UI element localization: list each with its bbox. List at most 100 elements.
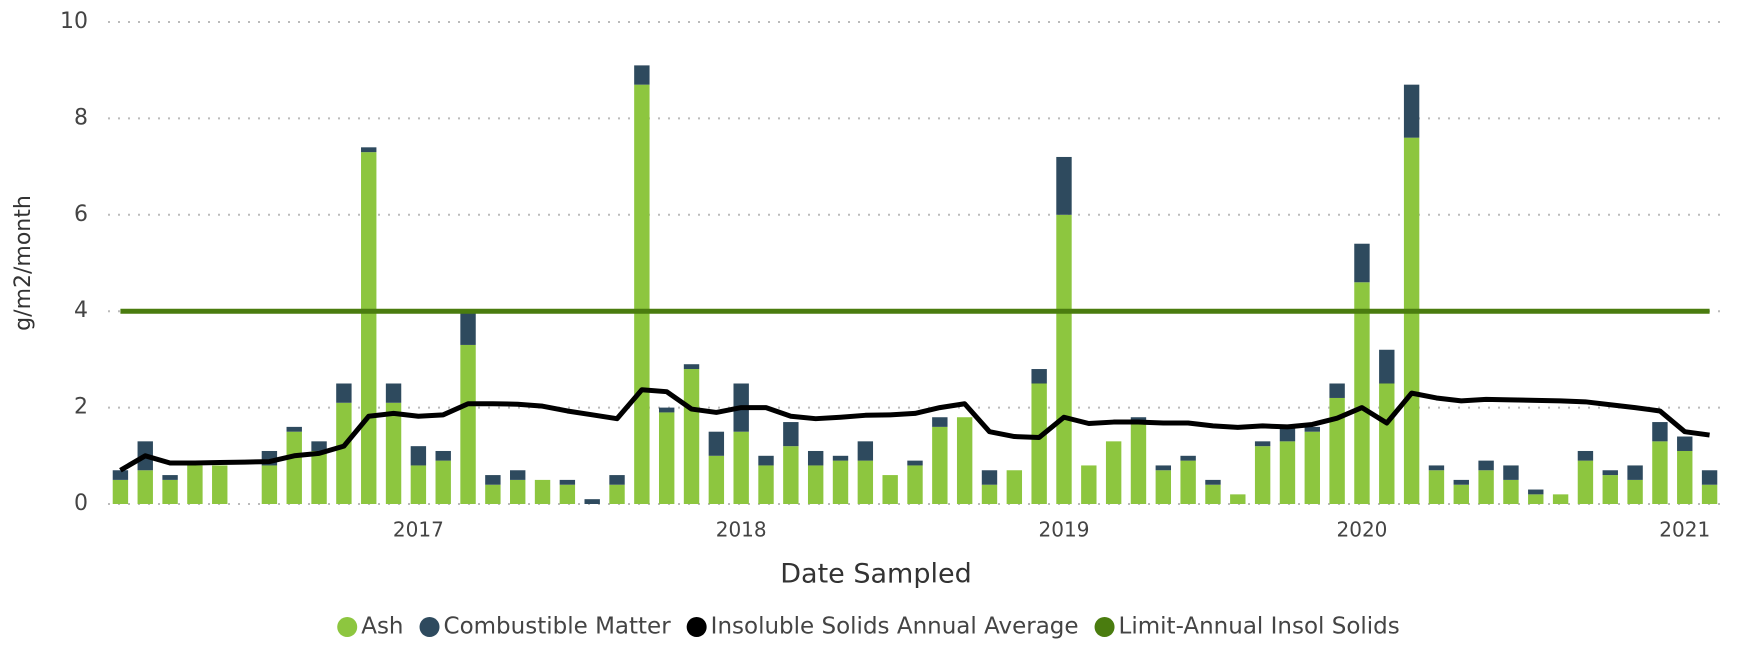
x-axis-label: Date Sampled: [780, 559, 972, 590]
bar: [137, 470, 153, 504]
bar: [1105, 441, 1122, 504]
bar: [1155, 465, 1172, 471]
legend-marker: [419, 617, 440, 637]
bar: [1428, 470, 1445, 504]
bar: [212, 465, 228, 504]
bar: [832, 455, 849, 461]
bar: [286, 431, 302, 504]
legend-marker: [337, 617, 358, 637]
bar: [1428, 465, 1445, 471]
bar: [361, 147, 377, 153]
bar: [1403, 84, 1420, 138]
bar: [1602, 475, 1618, 504]
bar: [460, 311, 476, 345]
bar: [1031, 383, 1047, 504]
bar: [385, 383, 402, 403]
bar: [410, 446, 427, 466]
bar: [559, 479, 576, 485]
bar: [1453, 484, 1469, 504]
bar: [435, 460, 451, 504]
bar: [112, 479, 129, 504]
bar: [187, 465, 203, 504]
bar: [609, 475, 625, 485]
bar: [783, 446, 799, 504]
bar: [1528, 489, 1544, 495]
bar: [1304, 431, 1320, 504]
bar: [559, 484, 576, 504]
x-tick-label: 2020: [1337, 518, 1388, 542]
bar: [1205, 484, 1221, 504]
bar: [907, 460, 923, 466]
bar: [336, 402, 352, 504]
legend-label: Ash: [361, 614, 403, 640]
bar: [1652, 422, 1668, 442]
bar: [609, 484, 625, 504]
bar: [1478, 460, 1494, 471]
bar: [1354, 282, 1370, 504]
bar: [932, 417, 948, 427]
bar: [1677, 436, 1693, 451]
bar: [1528, 494, 1544, 504]
x-tick-label: 2018: [716, 518, 767, 542]
bar: [385, 402, 402, 504]
bar: [485, 484, 501, 504]
bar: [1230, 494, 1246, 504]
bar: [336, 383, 352, 403]
bar: [1503, 479, 1519, 504]
bar: [1304, 426, 1320, 432]
bar: [956, 417, 973, 504]
legend-label: Combustible Matter: [444, 614, 672, 640]
y-tick-label: 2: [74, 395, 88, 420]
bar: [1652, 441, 1668, 504]
bar: [832, 460, 849, 504]
bar: [708, 431, 725, 456]
bar: [857, 460, 874, 504]
bar: [1503, 465, 1519, 480]
bar: [783, 422, 799, 447]
y-tick-label: 0: [74, 491, 88, 516]
bar: [758, 455, 774, 466]
y-tick-label: 8: [74, 105, 88, 130]
bar: [1155, 470, 1172, 504]
bar: [1627, 465, 1643, 480]
bar: [410, 465, 427, 504]
bar: [584, 499, 600, 504]
bar: [1602, 470, 1618, 476]
bar: [1254, 446, 1271, 504]
bar: [658, 407, 675, 413]
bar: [807, 450, 824, 466]
bar: [162, 475, 178, 480]
bar: [758, 465, 774, 504]
bar: [1180, 455, 1196, 461]
bar: [733, 431, 749, 504]
bar: [1056, 214, 1072, 505]
bar: [261, 465, 278, 504]
bar: [1081, 465, 1097, 504]
x-tick-label: 2021: [1659, 518, 1710, 542]
bar: [510, 479, 526, 504]
bar: [981, 470, 998, 485]
bar: [510, 470, 526, 480]
bar: [1205, 479, 1221, 485]
bar: [1279, 426, 1296, 442]
bar: [1552, 494, 1569, 504]
bar: [1403, 137, 1420, 504]
bar: [857, 441, 874, 461]
bar: [932, 426, 948, 504]
bar: [1577, 450, 1594, 461]
x-tick-label: 2019: [1039, 518, 1090, 542]
bar: [1701, 484, 1718, 504]
bar: [1006, 470, 1023, 504]
bar: [162, 479, 178, 504]
bar: [311, 441, 327, 451]
bar: [634, 84, 650, 504]
line: [119, 387, 1710, 473]
bar: [1329, 383, 1345, 398]
bar: [882, 475, 898, 504]
bar: [1279, 441, 1296, 504]
bar: [1677, 450, 1693, 504]
bar: [311, 450, 327, 504]
bar: [708, 455, 725, 504]
bar: [1701, 470, 1718, 485]
